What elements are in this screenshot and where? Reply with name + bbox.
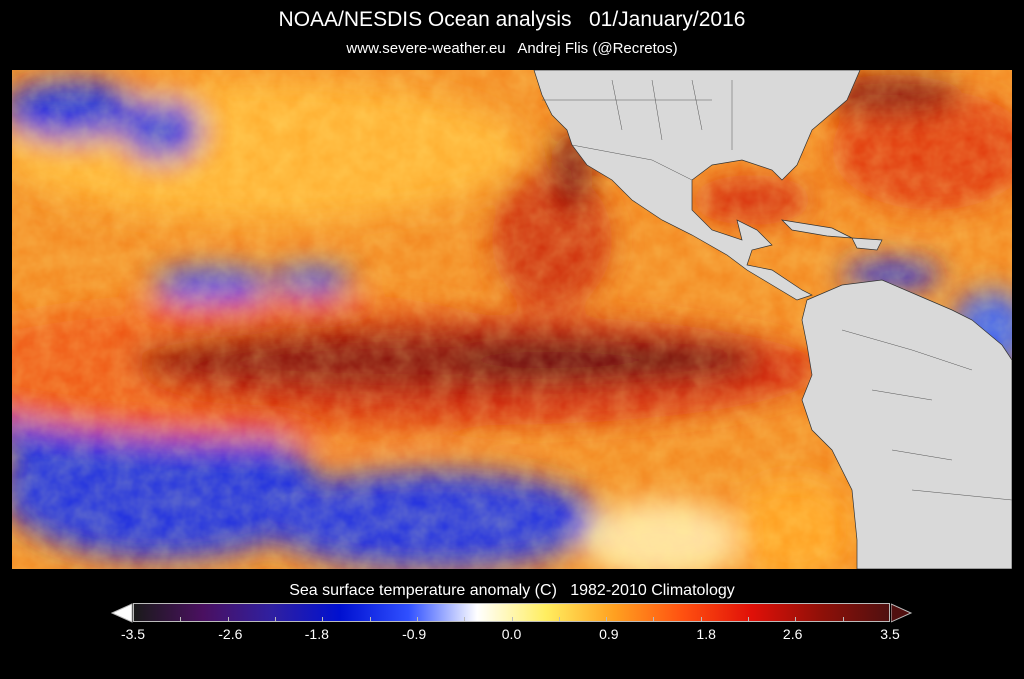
colorbar-tick-mark bbox=[464, 617, 466, 622]
colorbar-tick-label: -0.9 bbox=[402, 626, 427, 642]
south-america bbox=[801, 279, 1012, 569]
colorbar-tick-label: 2.6 bbox=[782, 626, 803, 642]
colorbar-tick-mark bbox=[274, 617, 276, 622]
colorbar-tick-mark bbox=[653, 617, 655, 622]
colorbar-tick-mark bbox=[558, 617, 560, 622]
colorbar-tick-mark bbox=[180, 617, 182, 622]
colorbar-title: Sea surface temperature anomaly (C) 1982… bbox=[289, 582, 735, 599]
colorbar-tick-mark bbox=[748, 617, 750, 622]
sst-anomaly-map bbox=[12, 70, 1012, 569]
chart-subtitle: www.severe-weather.eu Andrej Flis (@Recr… bbox=[346, 40, 678, 57]
chart-title: NOAA/NESDIS Ocean analysis 01/January/20… bbox=[278, 8, 746, 31]
colorbar-tick-mark bbox=[842, 617, 844, 622]
colorbar-tick-label: -1.8 bbox=[304, 626, 329, 642]
north-america bbox=[533, 70, 861, 301]
colorbar-tick-mark bbox=[795, 617, 797, 622]
colorbar-tick-mark bbox=[322, 617, 324, 622]
hispaniola bbox=[851, 237, 883, 251]
cuba bbox=[780, 219, 853, 239]
colorbar-tick-label: 1.8 bbox=[696, 626, 716, 642]
colorbar-tick-mark bbox=[416, 617, 418, 622]
land-masses bbox=[533, 70, 1012, 569]
colorbar-tick-mark bbox=[369, 617, 371, 622]
colorbar-tick-mark bbox=[606, 617, 608, 622]
colorbar-max-extend-arrow bbox=[891, 603, 913, 623]
colorbar-min-extend-arrow bbox=[111, 603, 133, 623]
colorbar-tick-mark bbox=[700, 617, 702, 622]
colorbar-tick-label: 0.9 bbox=[599, 626, 619, 642]
colorbar-tick-mark bbox=[511, 617, 513, 622]
colorbar-tick-label: -2.6 bbox=[218, 626, 243, 642]
colorbar-tick-label: 0.0 bbox=[501, 626, 522, 642]
colorbar-tick-label: 3.5 bbox=[880, 626, 900, 642]
colorbar-tick-label: -3.5 bbox=[120, 626, 146, 642]
borders bbox=[542, 79, 1012, 501]
colorbar-tick-mark bbox=[227, 617, 229, 622]
